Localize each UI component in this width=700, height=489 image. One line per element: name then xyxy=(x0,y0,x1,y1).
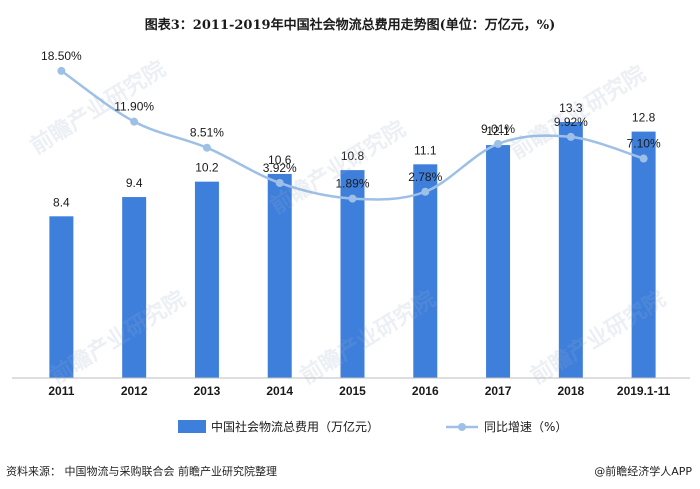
line-value-label: 7.10% xyxy=(627,137,661,151)
x-tick-label: 2018 xyxy=(557,384,584,398)
line-point xyxy=(421,187,430,196)
bar xyxy=(486,145,511,378)
legend-line-marker xyxy=(458,423,466,431)
bar-value-label: 11.1 xyxy=(414,143,437,157)
line-value-label: 1.89% xyxy=(335,177,369,191)
line-value-label: 3.92% xyxy=(263,161,297,175)
line-point xyxy=(494,139,503,148)
bar xyxy=(413,164,438,378)
line-point xyxy=(275,178,284,187)
line-point xyxy=(639,154,648,163)
line-point xyxy=(348,194,357,203)
line-value-label: 8.51% xyxy=(190,126,224,140)
footer-brand: @前瞻经济学人APP xyxy=(594,465,692,478)
bar xyxy=(267,173,292,378)
legend-line-label: 同比增速（%） xyxy=(484,420,567,434)
line-value-label: 18.50% xyxy=(41,49,82,63)
x-tick-label: 2014 xyxy=(266,384,293,398)
bar-value-label: 13.3 xyxy=(559,101,583,115)
bar-value-label: 9.4 xyxy=(126,176,143,190)
line-point xyxy=(566,132,575,141)
x-tick-label: 2012 xyxy=(121,384,148,398)
line-point xyxy=(202,143,211,152)
footer-source: 资料来源： 中国物流与采购联合会 前瞻产业研究院整理 xyxy=(6,465,277,478)
bar-value-label: 8.4 xyxy=(53,195,70,209)
bar-value-label: 12.1 xyxy=(486,124,510,138)
bar-value-label: 12.8 xyxy=(632,111,656,125)
x-tick-label: 2016 xyxy=(412,384,439,398)
legend-bar-swatch xyxy=(178,420,206,433)
x-tick-label: 2017 xyxy=(485,384,512,398)
bar xyxy=(340,170,365,378)
x-tick-label: 2011 xyxy=(48,384,74,398)
line-point xyxy=(57,66,66,75)
legend-bar-label: 中国社会物流总费用（万亿元） xyxy=(211,419,379,434)
chart-title: 图表3：2011-2019年中国社会物流总费用走势图(单位：万亿元，%) xyxy=(144,18,556,33)
x-tick-label: 2019.1-11 xyxy=(617,384,671,398)
bar xyxy=(558,121,583,378)
x-tick-label: 2013 xyxy=(194,384,221,398)
bar xyxy=(49,216,74,378)
bar-value-label: 10.6 xyxy=(268,153,292,167)
bar-value-label: 10.8 xyxy=(341,149,365,163)
line-value-label: 9.92% xyxy=(554,115,588,129)
bar-value-label: 10.2 xyxy=(195,161,219,175)
bar xyxy=(194,181,219,378)
line-value-label: 11.90% xyxy=(114,100,154,114)
line-value-label: 9.01% xyxy=(481,122,515,136)
bar xyxy=(122,197,147,378)
line-value-label: 2.78% xyxy=(408,170,442,184)
bar xyxy=(631,131,656,378)
line-point xyxy=(130,117,139,126)
x-tick-label: 2015 xyxy=(339,384,366,398)
